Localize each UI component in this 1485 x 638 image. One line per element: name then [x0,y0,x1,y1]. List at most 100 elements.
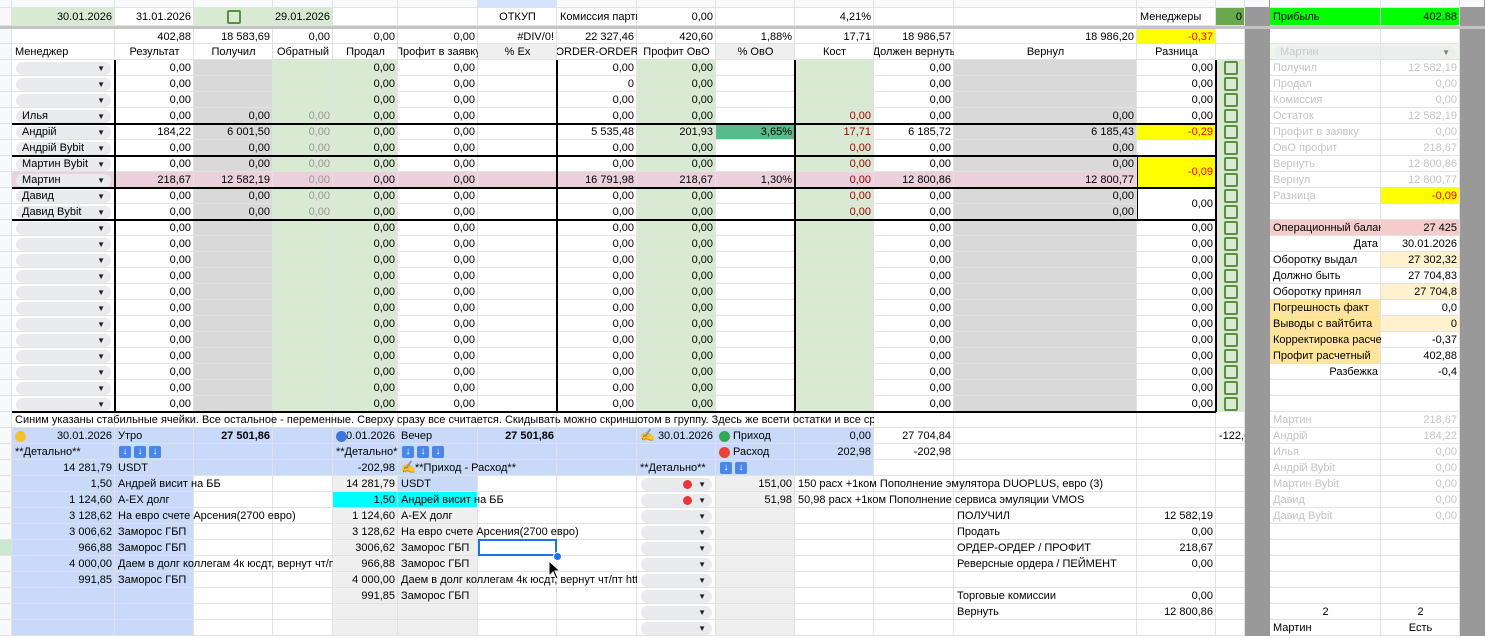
cell-K33[interactable] [716,524,795,540]
cell-E6[interactable] [273,92,333,108]
cell-L15[interactable] [795,236,874,252]
cell-P18[interactable] [1216,284,1245,300]
cell-E32[interactable] [273,508,333,524]
cell-S32[interactable] [1381,508,1460,524]
manager-dropdown[interactable]: ▼ [16,365,111,379]
cell-M37[interactable] [874,588,954,604]
checkbox[interactable] [1223,317,1238,331]
cell-F6[interactable] [333,92,398,108]
cell-S2[interactable] [1381,29,1460,44]
cell-R12[interactable] [1270,188,1381,204]
cell-E17[interactable] [273,268,333,284]
cell-P4[interactable] [1216,60,1245,76]
cell-S14[interactable] [1381,220,1460,236]
cell-N35[interactable] [954,556,1137,572]
cell-D24[interactable] [194,380,273,396]
cell-P22[interactable] [1216,348,1245,364]
cell-G34[interactable] [398,540,478,556]
cell-P29[interactable] [1216,460,1245,476]
cell-R22[interactable] [1270,348,1381,364]
cell-I26[interactable] [557,412,637,428]
cell-D32[interactable] [194,508,273,524]
cell-J28[interactable] [637,444,716,460]
cell-I28[interactable] [557,444,637,460]
cell-L10[interactable] [795,156,874,172]
checkbox[interactable] [226,10,241,24]
cell-Q15[interactable] [1245,236,1270,252]
manager-dropdown[interactable]: ▼ [641,573,712,587]
cell-C20[interactable] [115,316,194,332]
cell-N2[interactable] [954,29,1137,44]
checkbox[interactable] [1223,189,1238,203]
down-arrow-icon[interactable]: ↓ [149,446,161,458]
cell-O3[interactable] [1137,44,1216,60]
cell-M36[interactable] [874,572,954,588]
cell-H26[interactable] [478,412,557,428]
cell-R10[interactable] [1270,156,1381,172]
cell-F38[interactable] [333,604,398,620]
cell-O29[interactable] [1137,460,1216,476]
cell-D18[interactable] [194,284,273,300]
cell-Q19[interactable] [1245,300,1270,316]
cell-E22[interactable] [273,348,333,364]
cell-G22[interactable] [398,348,478,364]
cell-Q10[interactable] [1245,156,1270,172]
cell-S21[interactable] [1381,332,1460,348]
status-dropdown[interactable]: ▼ [641,477,712,491]
cell-D28[interactable] [194,444,273,460]
cell-L23[interactable] [795,364,874,380]
cell-M23[interactable] [874,364,954,380]
cell-G10[interactable] [398,156,478,172]
cell-L3[interactable] [795,44,874,60]
cell-K34[interactable] [716,540,795,556]
manager-dropdown[interactable]: Мартин Bybit ▼ [16,157,111,171]
cell-F26[interactable] [333,412,398,428]
cell-E1[interactable] [273,8,333,26]
cell-F15[interactable] [333,236,398,252]
cell-G1[interactable] [398,8,478,26]
cell-L18[interactable] [795,284,874,300]
cell-F16[interactable] [333,252,398,268]
cell-F24[interactable] [333,380,398,396]
cell-E4[interactable] [273,60,333,76]
cell-Q27[interactable] [1245,428,1270,444]
cell-N1[interactable] [954,8,1137,26]
cell-E26[interactable] [273,412,333,428]
cell-J3[interactable] [637,44,716,60]
cell-O27[interactable] [1137,428,1216,444]
checkbox[interactable] [1223,221,1238,235]
cell-G32[interactable] [398,508,478,524]
cell-S39[interactable] [1381,620,1460,636]
cell-C4[interactable] [115,60,194,76]
cell-R30[interactable] [1270,476,1381,492]
cell-F14[interactable] [333,220,398,236]
cell-N8[interactable] [954,124,1137,140]
cell-G20[interactable] [398,316,478,332]
cell-L28[interactable] [795,444,874,460]
cell-H1[interactable] [478,8,557,26]
cell-G5[interactable] [398,76,478,92]
cell-E23[interactable] [273,364,333,380]
cell-M33[interactable] [874,524,954,540]
cell-H36[interactable] [478,572,557,588]
cell-C8[interactable] [115,124,194,140]
cell-M18[interactable] [874,284,954,300]
cell-D16[interactable] [194,252,273,268]
cell-M5[interactable] [874,76,954,92]
cell-Q39[interactable] [1245,620,1270,636]
checkbox[interactable] [1223,125,1238,139]
cell-L36[interactable] [795,572,874,588]
cell-G35[interactable] [398,556,478,572]
cell-F1[interactable] [333,8,398,26]
cell-K32[interactable] [716,508,795,524]
cell-F27[interactable] [333,428,398,444]
cell-M35[interactable] [874,556,954,572]
manager-dropdown[interactable]: ▼ [641,589,712,603]
cell-E29[interactable] [273,460,333,476]
cell-M19[interactable] [874,300,954,316]
cell-B1[interactable] [12,8,115,26]
cell-M31[interactable] [874,492,954,508]
cell-B36[interactable] [12,572,115,588]
cell-R6[interactable] [1270,92,1381,108]
down-arrow-icon[interactable]: ↓ [134,446,146,458]
